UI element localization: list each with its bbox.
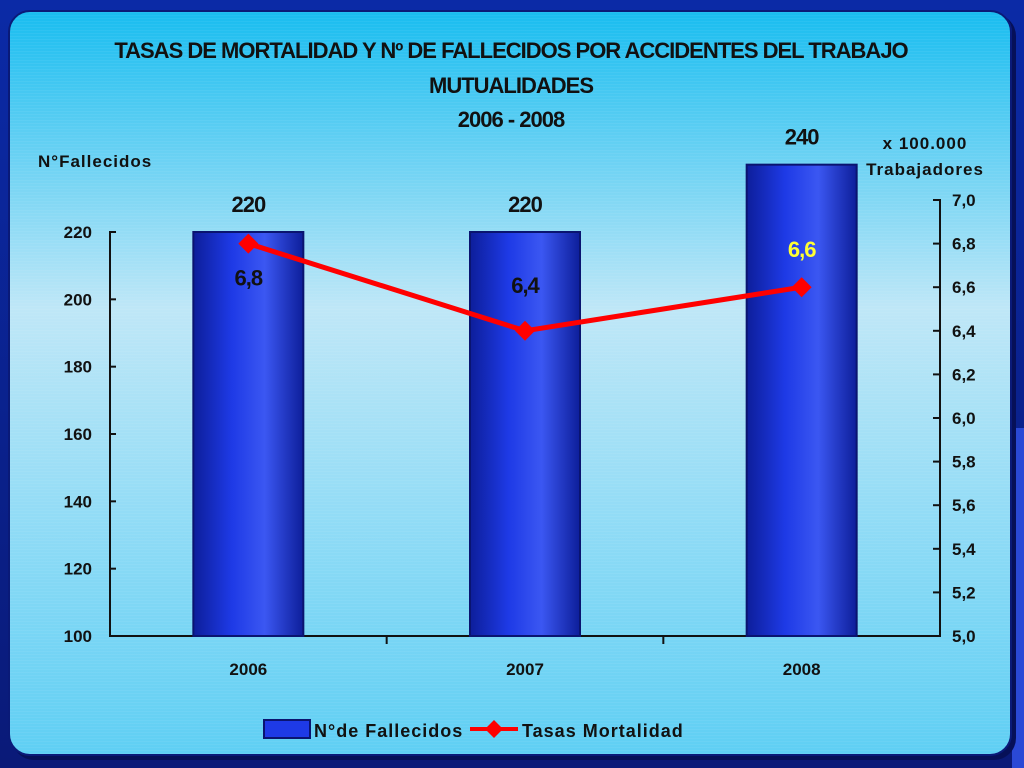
line-point-2007 [515,320,535,341]
right-tick-label-1: 5,2 [952,583,976,602]
left-tick-label-160: 160 [64,425,92,444]
legend-bar-swatch [263,719,311,739]
right-axis-label-line-2: Trabajadores [866,160,984,179]
legend-label-fallecidos: N°de Fallecidos [314,721,463,741]
bar-2008 [745,163,858,638]
right-axis-label-line-1: x 100.000 [883,134,968,153]
bar-value-label-2007: 220 [508,192,542,217]
left-tick-label-100: 100 [64,627,92,646]
right-tick-label-7: 6,4 [952,322,976,341]
line-value-label-2008: 6,6 [788,237,816,262]
x-tick-label-2007: 2007 [506,660,544,679]
chart-title-line-1: TASAS DE MORTALIDAD Y Nº DE FALLECIDOS P… [114,38,908,63]
plot-area: 100 120 140 160 180 200 220 5,0 5,2 5,4 5,6 5,8 6,0 6… [64,125,977,679]
left-tick-label-220: 220 [64,223,92,242]
bar-value-label-2008: 240 [785,125,819,150]
chart-title-line-3: 2006 - 2008 [458,107,565,132]
right-tick-label-9: 6,8 [952,235,976,254]
right-tick-label-4: 5,8 [952,453,976,472]
legend: N°de Fallecidos Tasas Mortalidad [263,719,684,741]
x-tick-label-2008: 2008 [783,660,821,679]
chart-title-block: TASAS DE MORTALIDAD Y Nº DE FALLECIDOS P… [114,38,909,132]
right-tick-label-5: 6,0 [952,409,976,428]
x-tick-label-2006: 2006 [229,660,267,679]
left-tick-label-140: 140 [64,492,92,511]
right-tick-label-3: 5,6 [952,496,976,515]
right-tick-label-0: 5,0 [952,627,976,646]
line-value-label-2007: 6,4 [511,273,540,298]
right-tick-label-6: 6,2 [952,365,976,384]
right-tick-label-8: 6,6 [952,278,976,297]
left-tick-label-200: 200 [64,290,92,309]
left-tick-label-120: 120 [64,560,92,579]
chart-title-line-2: MUTUALIDADES [429,73,593,98]
left-axis-label: N°Fallecidos [38,152,152,171]
legend-label-tasas: Tasas Mortalidad [522,721,684,741]
line-point-2006 [238,233,259,254]
legend-diamond-marker [485,720,503,738]
line-value-label-2006: 6,8 [235,266,263,291]
right-tick-label-10: 7,0 [952,191,976,210]
bar-2007 [469,231,581,637]
right-tick-label-2: 5,4 [952,540,976,559]
bar-value-label-2006: 220 [231,192,265,217]
left-tick-label-180: 180 [64,358,92,377]
bar-2006 [192,231,305,637]
decorative-side-bar [1012,428,1024,768]
line-point-2008 [791,277,812,298]
